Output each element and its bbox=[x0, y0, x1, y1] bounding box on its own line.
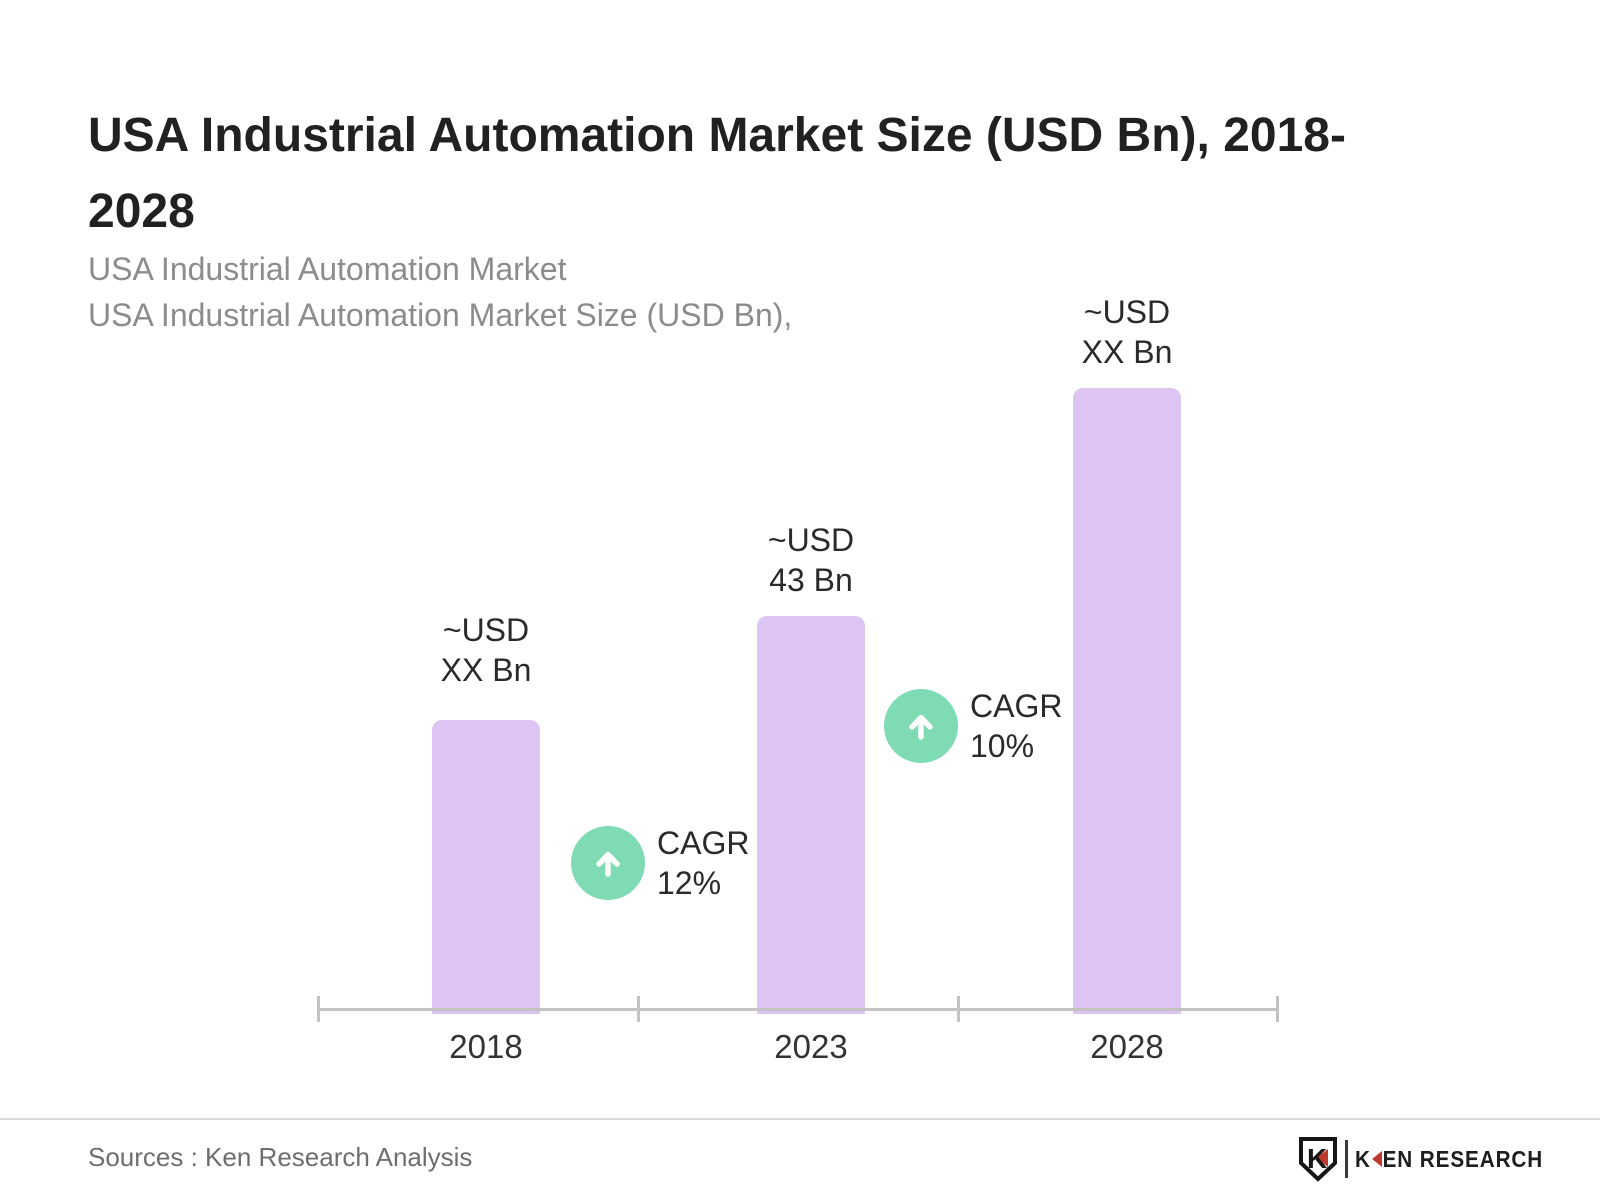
bar-2018 bbox=[432, 720, 540, 1014]
cagr-value: 12% bbox=[657, 865, 722, 901]
bar-value-line-1: ~USD bbox=[442, 612, 530, 648]
subtitle-line-2: USA Industrial Automation Market Size (U… bbox=[88, 297, 793, 333]
cagr-annotation-2023-2028: CAGR 10% bbox=[884, 686, 1062, 766]
page-title-line-1: USA Industrial Automation Market Size (U… bbox=[88, 109, 1346, 163]
x-axis-tick bbox=[317, 996, 320, 1022]
x-axis-line bbox=[318, 1008, 1278, 1011]
logo-wordmark: K EN RESEARCH bbox=[1355, 1146, 1543, 1173]
bar-2028 bbox=[1073, 388, 1181, 1014]
wordmark-k: K bbox=[1355, 1145, 1371, 1172]
bar-value-label-2028: ~USD XX Bn bbox=[1017, 292, 1237, 372]
x-axis-label-2018: 2018 bbox=[449, 1028, 523, 1065]
page-title: USA Industrial Automation Market Size (U… bbox=[88, 98, 1528, 250]
x-axis-label-2028: 2028 bbox=[1090, 1028, 1164, 1065]
cagr-text: CAGR 10% bbox=[970, 686, 1062, 766]
bar-value-line-1: ~USD bbox=[767, 522, 855, 558]
up-arrow-circle-icon bbox=[884, 689, 958, 763]
red-triangle-icon bbox=[1371, 1151, 1382, 1167]
cagr-label: CAGR bbox=[657, 825, 750, 861]
cagr-text: CAGR 12% bbox=[657, 823, 749, 903]
bar-value-label-2023: ~USD 43 Bn bbox=[701, 520, 921, 600]
wordmark-rest: EN RESEARCH bbox=[1382, 1145, 1544, 1172]
chart-subtitle: USA Industrial Automation Market USA Ind… bbox=[88, 246, 792, 338]
bar-value-line-1: ~USD bbox=[1083, 294, 1171, 330]
cagr-value: 10% bbox=[970, 728, 1035, 764]
up-arrow-icon bbox=[596, 851, 620, 877]
x-axis-tick bbox=[637, 996, 640, 1022]
bar-value-line-2: 43 Bn bbox=[769, 562, 853, 598]
cagr-label: CAGR bbox=[970, 688, 1063, 724]
x-axis-label-2023: 2023 bbox=[774, 1028, 848, 1065]
bar-2023 bbox=[757, 616, 865, 1014]
bar-value-line-2: XX Bn bbox=[1081, 334, 1173, 370]
bar-value-label-2018: ~USD XX Bn bbox=[376, 610, 596, 690]
x-axis-tick bbox=[957, 996, 960, 1022]
ken-research-logo: K K EN RESEARCH bbox=[1298, 1134, 1564, 1184]
subtitle-line-1: USA Industrial Automation Market bbox=[88, 251, 567, 287]
shield-letter: K bbox=[1307, 1143, 1327, 1174]
x-axis-tick bbox=[1276, 996, 1279, 1022]
ken-research-shield-icon: K bbox=[1299, 1137, 1337, 1182]
sources-text: Sources : Ken Research Analysis bbox=[88, 1142, 473, 1172]
logo-divider bbox=[1345, 1140, 1348, 1178]
bar-value-line-2: XX Bn bbox=[440, 652, 532, 688]
page-title-line-2: 2028 bbox=[88, 185, 195, 239]
cagr-annotation-2018-2023: CAGR 12% bbox=[571, 823, 749, 903]
up-arrow-circle-icon bbox=[571, 826, 645, 900]
footer-divider bbox=[0, 1118, 1600, 1120]
up-arrow-icon bbox=[909, 714, 933, 740]
